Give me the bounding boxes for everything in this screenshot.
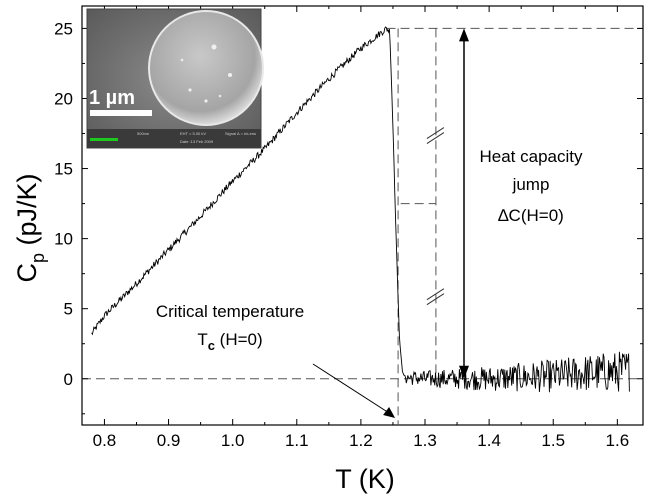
sem-footer-green-bar <box>90 138 118 141</box>
critical-temperature-label-line1: Critical temperature <box>156 302 304 321</box>
scale-bar-label: 1 µm <box>89 87 135 109</box>
break-mark <box>426 293 445 306</box>
y-axis-title-sub: p <box>28 253 48 263</box>
sem-particle <box>188 88 192 92</box>
y-tick-label: 10 <box>54 230 73 249</box>
x-axis-title: T (K) <box>335 464 395 494</box>
x-tick-label: 1.5 <box>541 431 565 450</box>
y-axis-title: Cp (pJ/K) <box>12 173 48 282</box>
sem-footer-eht: EHT = 5.00 kV <box>180 131 206 136</box>
x-tick-label: 1.4 <box>477 431 501 450</box>
y-axis-title-unit: (pJ/K) <box>12 173 42 253</box>
jump-arrow-head-top <box>459 28 469 42</box>
tc-sub: c <box>208 338 215 353</box>
break-mark <box>426 288 445 301</box>
heat-capacity-label-line2: jump <box>512 175 550 194</box>
y-tick-label: 25 <box>54 19 73 38</box>
x-tick-label: 1.6 <box>606 431 630 450</box>
sem-particle <box>218 94 222 98</box>
y-tick-label: 5 <box>64 300 73 319</box>
heat-capacity-label-line3: ∆C(H=0) <box>498 206 564 225</box>
y-axis-title-main: C <box>12 263 42 283</box>
y-tick-label: 20 <box>54 89 73 108</box>
jump-arrow-head-bottom <box>459 365 469 379</box>
x-tick-label: 1.0 <box>221 431 245 450</box>
tc-arrow-head <box>383 407 396 418</box>
sem-particle <box>204 99 208 103</box>
break-mark <box>426 127 445 139</box>
sem-particle <box>180 58 184 62</box>
heat-capacity-label-line1: Heat capacity <box>480 147 583 166</box>
tc-arrow-shaft <box>312 363 390 414</box>
sem-footer <box>87 129 261 148</box>
x-tick-label: 0.9 <box>157 431 181 450</box>
plot-frame <box>81 5 644 426</box>
y-tick-label: 0 <box>64 370 73 389</box>
sem-inset: 1 µm 500nm EHT = 5.00 kV Date :13 Feb 20… <box>86 8 264 149</box>
plot-layer <box>81 5 644 426</box>
sem-footer-date: Date :13 Feb 2009 <box>180 139 214 144</box>
critical-temperature-label-line2: Tc (H=0) <box>197 330 262 353</box>
sem-footer-signal: Signal A = InLens <box>225 131 256 136</box>
sem-disc <box>148 10 264 126</box>
x-tick-label: 1.2 <box>349 431 373 450</box>
x-tick-label: 1.1 <box>285 431 309 450</box>
tc-rest: (H=0) <box>215 330 263 349</box>
tc-main: T <box>197 330 207 349</box>
x-tick-label: 0.8 <box>93 431 117 450</box>
y-tick-label: 15 <box>54 160 73 179</box>
x-tick-label: 1.3 <box>413 431 437 450</box>
scale-bar <box>90 110 152 116</box>
sem-particle <box>228 73 232 77</box>
break-mark <box>426 132 445 144</box>
sem-particle <box>211 44 217 50</box>
sem-footer-scale: 500nm <box>137 131 150 136</box>
data-series-line <box>91 26 630 393</box>
